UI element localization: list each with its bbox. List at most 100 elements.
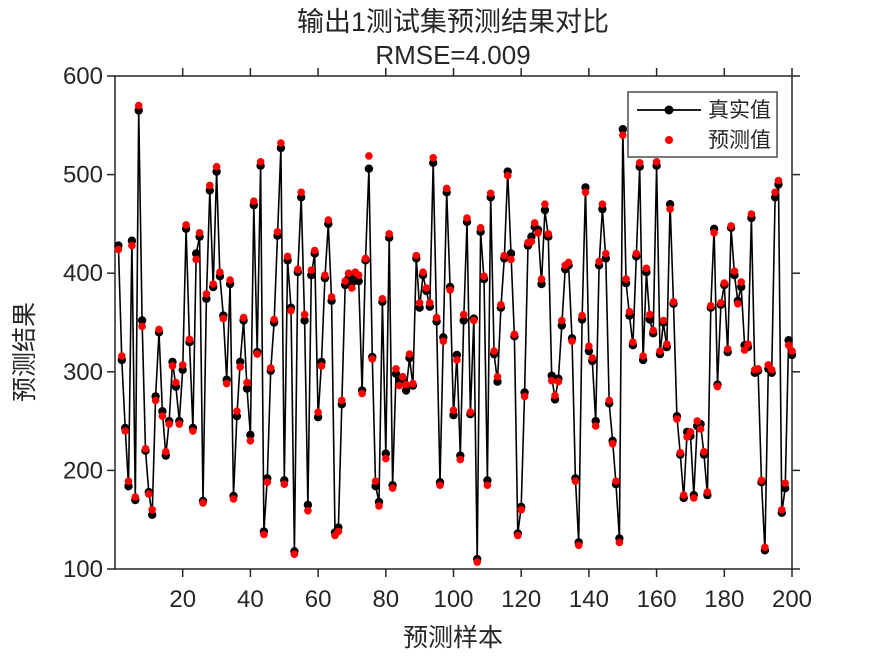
- pred-point: [334, 527, 343, 536]
- pred-point: [317, 362, 326, 370]
- pred-point: [348, 284, 356, 292]
- pred-point: [737, 278, 745, 286]
- pred-point: [280, 480, 289, 489]
- pred-point: [663, 340, 671, 349]
- pred-point: [507, 255, 515, 264]
- pred-point: [239, 313, 248, 322]
- pred-point: [371, 477, 380, 486]
- pred-point: [243, 378, 251, 387]
- pred-point: [128, 241, 136, 250]
- pred-point: [574, 541, 583, 550]
- pred-point: [260, 530, 268, 539]
- pred-point: [635, 159, 644, 167]
- y-axis-label: 预测结果: [11, 302, 39, 402]
- pred-point: [307, 266, 316, 275]
- true-point: [506, 249, 516, 258]
- pred-point: [744, 340, 752, 349]
- true-point: [246, 430, 255, 440]
- pred-point: [300, 310, 309, 319]
- true-point: [401, 386, 411, 395]
- pred-point: [453, 356, 461, 364]
- pred-point: [134, 101, 143, 110]
- pred-point: [480, 272, 488, 281]
- legend-label-true: 真实值: [708, 99, 771, 122]
- pred-point: [483, 481, 492, 490]
- chart-title: 输出1测试集预测结果对比: [297, 7, 609, 37]
- pred-point: [690, 494, 698, 502]
- pred-point: [182, 221, 190, 229]
- x-tick-label: 20: [169, 586, 196, 613]
- pred-point: [202, 290, 211, 298]
- pred-point: [266, 364, 275, 372]
- pred-point: [754, 365, 762, 373]
- pred-point: [493, 372, 502, 381]
- pred-point: [321, 271, 329, 280]
- pred-point: [598, 200, 607, 208]
- pred-point: [476, 224, 485, 232]
- x-tick-label: 180: [704, 586, 744, 613]
- pred-point: [429, 154, 438, 162]
- y-tick-label: 100: [63, 556, 103, 583]
- pred-point: [175, 420, 184, 428]
- pred-point: [392, 365, 400, 373]
- pred-point: [324, 216, 333, 224]
- y-tick-label: 500: [63, 162, 103, 189]
- true-point: [192, 249, 201, 258]
- pred-point: [442, 184, 451, 193]
- pred-point: [432, 313, 441, 322]
- pred-point: [121, 427, 129, 435]
- pred-point: [530, 219, 539, 227]
- pred-point: [236, 363, 244, 371]
- pred-point: [212, 162, 221, 171]
- pred-point: [558, 316, 566, 325]
- pred-point: [409, 379, 417, 388]
- pred-point: [199, 499, 207, 507]
- pred-point: [659, 316, 668, 325]
- true-point: [540, 205, 550, 215]
- pred-point: [354, 271, 363, 280]
- true-point: [459, 316, 468, 325]
- pred-point: [520, 392, 529, 401]
- pred-point: [537, 275, 546, 283]
- pred-point: [591, 422, 600, 430]
- pred-point: [270, 315, 278, 324]
- pred-point: [253, 350, 261, 358]
- pred-point: [395, 381, 404, 390]
- legend-box: [627, 91, 778, 158]
- pred-point: [385, 230, 394, 238]
- x-axis-label: 预测样本: [403, 624, 503, 652]
- pred-point: [277, 139, 285, 147]
- pred-point: [412, 251, 421, 260]
- pred-point: [608, 440, 617, 448]
- pred-point: [541, 200, 549, 208]
- pred-point: [216, 268, 224, 277]
- legend: 真实值 预测值: [627, 91, 778, 158]
- pred-point: [368, 355, 377, 363]
- pred-point: [466, 408, 475, 417]
- pred-point: [378, 295, 387, 303]
- pred-point: [155, 325, 163, 334]
- x-tick-label: 200: [772, 586, 812, 613]
- pred-point: [774, 176, 783, 185]
- x-tick-label: 40: [237, 586, 264, 613]
- y-tick-label: 200: [63, 457, 103, 484]
- true-point: [618, 125, 627, 134]
- true-series-line: [117, 110, 793, 560]
- pred-point: [233, 407, 241, 416]
- pred-point: [615, 538, 624, 547]
- pred-point: [629, 338, 637, 347]
- pred-point: [612, 477, 620, 486]
- pred-point: [283, 252, 292, 261]
- pred-point: [229, 495, 238, 503]
- pred-point: [226, 276, 234, 284]
- pred-point: [781, 479, 789, 488]
- pred-point: [405, 350, 414, 358]
- pred-point: [294, 265, 302, 274]
- pred-point: [585, 342, 593, 351]
- x-tick-label: 120: [501, 586, 541, 613]
- true-point: [300, 316, 309, 325]
- pred-point: [287, 306, 295, 315]
- pred-point: [185, 335, 194, 344]
- pred-point: [297, 188, 306, 197]
- pred-point: [439, 337, 448, 346]
